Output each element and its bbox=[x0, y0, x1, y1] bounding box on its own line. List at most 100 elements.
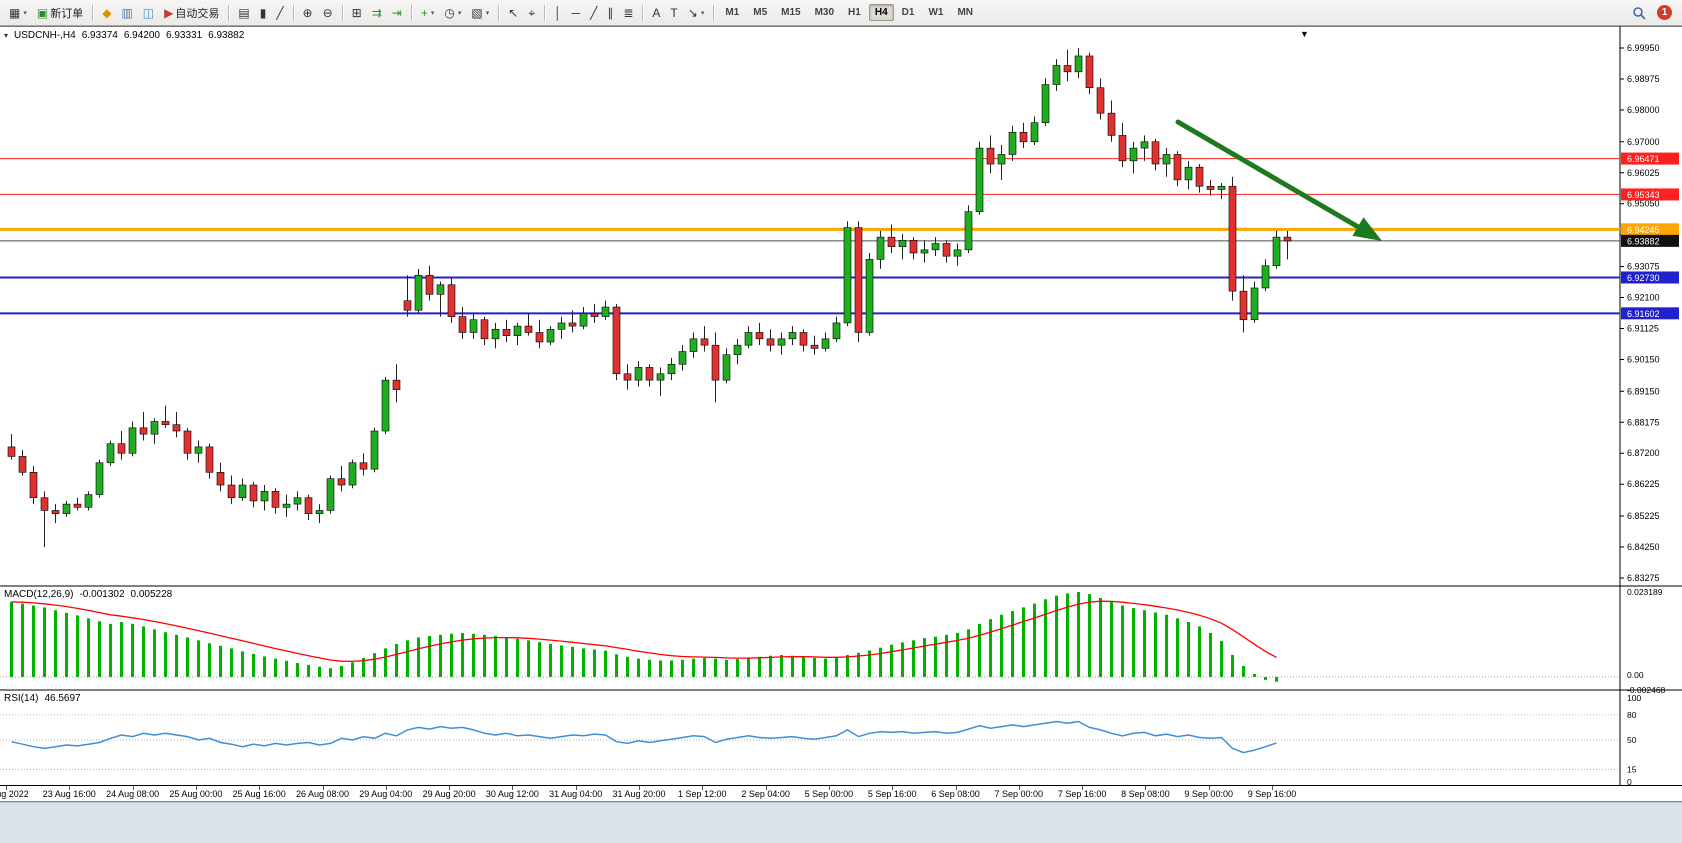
search-icon[interactable] bbox=[1628, 3, 1650, 23]
data-window-button[interactable]: ◫ bbox=[139, 3, 158, 23]
timeframe-h1-button[interactable]: H1 bbox=[848, 7, 861, 18]
candle-body bbox=[876, 236, 885, 260]
candle-body bbox=[975, 147, 984, 212]
rsi-axis-label: 80 bbox=[1627, 710, 1637, 720]
chevron-down-icon[interactable]: ▾ bbox=[700, 9, 705, 17]
candle-body bbox=[403, 300, 412, 311]
zoom-in-button[interactable]: ⊕ bbox=[299, 3, 317, 23]
time-tick bbox=[1145, 786, 1147, 790]
timeframe-m5-button[interactable]: M5 bbox=[753, 7, 768, 18]
periods-button[interactable]: ◷ ▾ bbox=[440, 3, 465, 23]
horizontal-line-button[interactable]: ─ bbox=[568, 3, 585, 23]
trend-arrow[interactable] bbox=[1175, 119, 1382, 241]
candle-body bbox=[205, 446, 214, 473]
collapse-icon[interactable]: ▾ bbox=[4, 31, 9, 40]
candle-body bbox=[788, 332, 797, 340]
zoom-in-glyph: ⊕ bbox=[302, 5, 313, 20]
candlestick-chart-type-button[interactable]: ▮ bbox=[256, 3, 271, 23]
timeframe-h4-button[interactable]: H4 bbox=[868, 4, 894, 21]
text-button[interactable]: A bbox=[648, 3, 664, 23]
tile-windows-button[interactable]: ⊞ bbox=[348, 3, 366, 23]
time-axis-label: 9 Sep 16:00 bbox=[1247, 789, 1297, 799]
candle-body bbox=[535, 332, 544, 343]
cursor-button[interactable]: ↖ bbox=[504, 3, 522, 23]
time-tick bbox=[828, 786, 830, 790]
horizontal-lines[interactable] bbox=[0, 158, 1620, 315]
cursor-glyph: ↖ bbox=[508, 5, 519, 20]
time-axis-label: 7 Sep 16:00 bbox=[1057, 789, 1107, 799]
price-axis-label: 6.92100 bbox=[1627, 293, 1660, 303]
candle-body bbox=[777, 338, 786, 346]
auto-scroll-button[interactable]: ⇉ bbox=[368, 3, 386, 23]
toolbar-separator bbox=[544, 4, 546, 21]
time-tick bbox=[575, 786, 577, 790]
arrows-button[interactable]: ↘ ▾ bbox=[684, 3, 709, 23]
candle-body bbox=[1085, 55, 1094, 89]
candle-body bbox=[227, 484, 236, 499]
time-axis-label: 7 Sep 00:00 bbox=[994, 789, 1044, 799]
candle-body bbox=[942, 243, 951, 257]
chevron-down-icon[interactable]: ▾ bbox=[23, 9, 27, 17]
candle-body bbox=[832, 322, 841, 340]
channel-button[interactable]: ∥ bbox=[603, 3, 617, 23]
zoom-out-button[interactable]: ⊖ bbox=[319, 3, 337, 23]
time-axis-label: 6 Sep 08:00 bbox=[931, 789, 980, 799]
autotrading-glyph: ▶ bbox=[164, 5, 174, 20]
price-axis: 6.99950 6.98975 6.98000 6.97000 6.96025 6.950… bbox=[1620, 43, 1666, 786]
toolbar-separator bbox=[410, 4, 412, 21]
metaeditor-icon[interactable]: ◆ bbox=[98, 3, 115, 23]
new-order-button-label: 新订单 bbox=[50, 7, 84, 20]
bar-chart-type-button[interactable]: ▤ bbox=[234, 3, 253, 23]
time-tick bbox=[1082, 786, 1084, 790]
candle-body bbox=[238, 484, 247, 499]
price-axis-label: 6.93075 bbox=[1627, 262, 1660, 272]
time-axis-label: 8 Sep 08:00 bbox=[1121, 789, 1170, 799]
price-label-text: 6.92730 bbox=[1627, 273, 1660, 283]
timeframe-m1-button[interactable]: M1 bbox=[725, 7, 740, 18]
time-tick bbox=[1272, 786, 1273, 790]
text-glyph: A bbox=[652, 5, 661, 20]
new-order-button[interactable]: ▣ 新订单 bbox=[33, 3, 87, 23]
crosshair-button[interactable]: ⌖ bbox=[524, 3, 539, 23]
text-label-button[interactable]: T bbox=[666, 3, 681, 23]
chevron-down-icon[interactable]: ▾ bbox=[457, 9, 462, 17]
market-watch-glyph: ▥ bbox=[121, 5, 133, 20]
candle-body bbox=[557, 322, 566, 330]
market-watch-button[interactable]: ▥ bbox=[117, 3, 136, 23]
chart-scroll-marker-icon[interactable]: ▼ bbox=[1300, 29, 1309, 39]
price-chart[interactable]: 6.99950 6.98975 6.98000 6.97000 6.96025 6.950… bbox=[0, 26, 1682, 786]
candle-body bbox=[414, 274, 423, 311]
new-chart-button[interactable]: ▦ ▾ bbox=[5, 3, 31, 23]
chevron-down-icon[interactable]: ▾ bbox=[485, 9, 490, 17]
candle-body bbox=[612, 306, 621, 375]
notification-badge[interactable]: 1 bbox=[1657, 5, 1672, 20]
candle-body bbox=[183, 430, 192, 454]
price-axis-label: 6.83275 bbox=[1627, 573, 1660, 583]
templates-button[interactable]: ▧ ▾ bbox=[467, 3, 493, 23]
indicators-button[interactable]: + ▾ bbox=[417, 3, 439, 23]
timeframe-m15-button[interactable]: M15 bbox=[781, 7, 801, 18]
vertical-line-button[interactable]: │ bbox=[550, 3, 566, 23]
status-strip bbox=[0, 802, 1682, 843]
price-axis-label: 6.98975 bbox=[1627, 74, 1660, 84]
candle-body bbox=[645, 367, 654, 381]
candle-body bbox=[95, 462, 104, 495]
fibonacci-button[interactable]: ≣ bbox=[619, 3, 637, 23]
candle-body bbox=[821, 338, 830, 349]
timeframe-m30-button[interactable]: M30 bbox=[814, 7, 835, 18]
chevron-down-icon[interactable]: ▾ bbox=[430, 9, 435, 17]
candle-body bbox=[216, 472, 225, 486]
trendline-button[interactable]: ╱ bbox=[586, 3, 601, 23]
candle-body bbox=[1272, 236, 1281, 267]
candle-body bbox=[689, 338, 698, 352]
chart-shift-button[interactable]: ⇥ bbox=[388, 3, 406, 23]
line-chart-type-button[interactable]: ╱ bbox=[272, 3, 287, 23]
timeframe-mn-button[interactable]: MN bbox=[957, 7, 973, 18]
autotrading-button[interactable]: ▶ 自动交易 bbox=[160, 3, 223, 23]
timeframe-d1-button[interactable]: D1 bbox=[901, 7, 915, 18]
toolbar-separator bbox=[228, 4, 230, 21]
candle-body bbox=[601, 306, 610, 317]
candle-body bbox=[260, 491, 269, 502]
time-axis[interactable]: 3 Aug 2022 23 Aug 16:00 24 Aug 08:00 25 Aug… bbox=[0, 786, 1682, 802]
timeframe-w1-button[interactable]: W1 bbox=[928, 7, 944, 18]
